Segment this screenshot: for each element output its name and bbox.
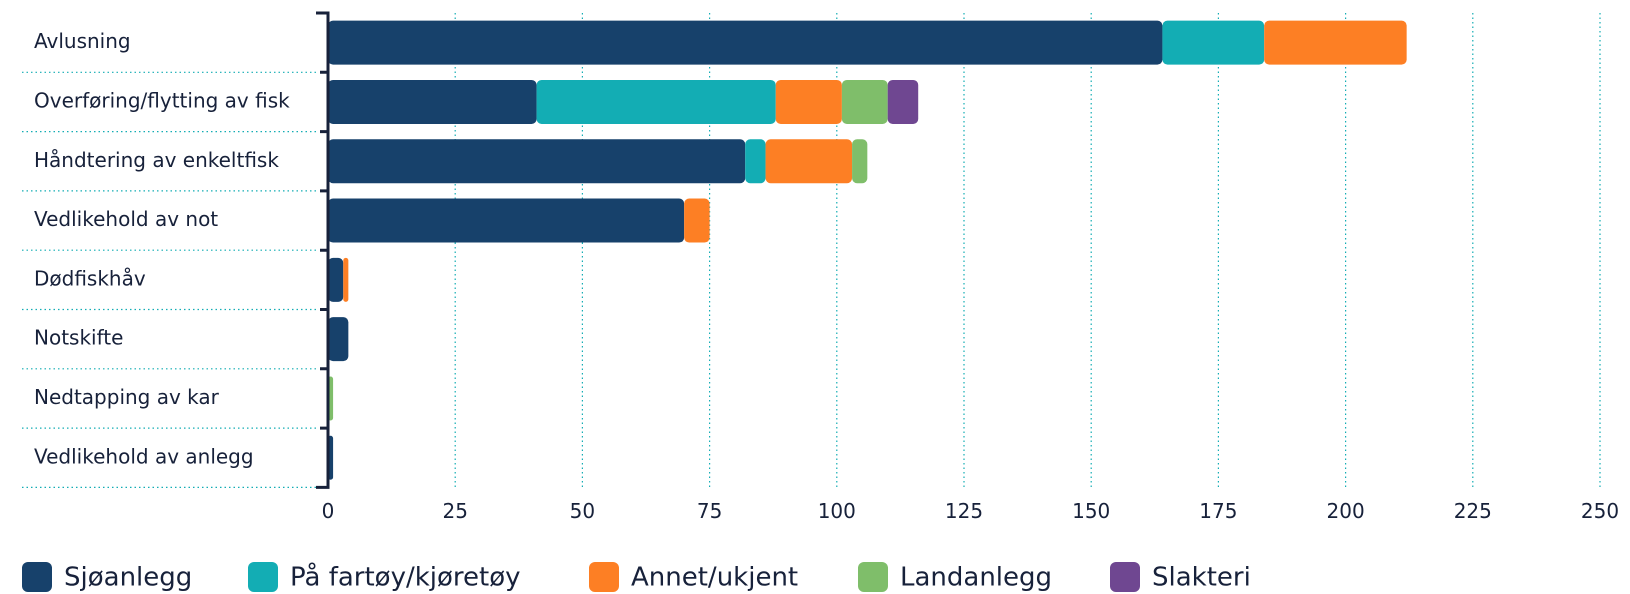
x-tick-label: 225 bbox=[1454, 499, 1492, 523]
y-axis bbox=[316, 11, 330, 489]
legend-swatch bbox=[858, 562, 888, 592]
x-tick-label: 25 bbox=[442, 499, 467, 523]
bar-segment bbox=[343, 257, 349, 302]
x-tick-label: 200 bbox=[1327, 499, 1365, 523]
y-tick-label: Vedlikehold av anlegg bbox=[34, 444, 254, 468]
y-tick-label: Vedlikehold av not bbox=[34, 207, 218, 231]
bar-segment bbox=[328, 20, 1163, 65]
x-tick-label: 250 bbox=[1581, 499, 1619, 523]
x-tick-label: 150 bbox=[1072, 499, 1110, 523]
bar-segment bbox=[328, 257, 344, 302]
x-tick-label: 100 bbox=[818, 499, 856, 523]
y-tick-label: Avlusning bbox=[34, 29, 131, 53]
bar-segment bbox=[328, 79, 537, 124]
bar-segment bbox=[328, 198, 685, 243]
bar-segment bbox=[745, 139, 766, 184]
y-tick-label: Nedtapping av kar bbox=[34, 385, 220, 409]
legend-label: Slakteri bbox=[1152, 563, 1251, 593]
bar-segment bbox=[887, 79, 919, 124]
legend-swatch bbox=[22, 562, 52, 592]
bar-segment bbox=[852, 139, 868, 184]
bar-segment bbox=[328, 139, 746, 184]
bar-segment bbox=[328, 317, 349, 362]
legend-label: Sjøanlegg bbox=[64, 563, 192, 593]
bar-segment bbox=[536, 79, 776, 124]
bar-segment bbox=[684, 198, 710, 243]
legend-label: På fartøy/kjøretøy bbox=[290, 562, 521, 593]
x-tick-label: 125 bbox=[945, 499, 983, 523]
y-tick-label: Overføring/flytting av fisk bbox=[34, 88, 290, 112]
legend-label: Annet/ukjent bbox=[631, 563, 798, 593]
bar-segment bbox=[1264, 20, 1407, 65]
bar-segment bbox=[841, 79, 888, 124]
legend-swatch bbox=[1110, 562, 1140, 592]
bar-segment bbox=[1162, 20, 1265, 65]
legend-swatch bbox=[248, 562, 278, 592]
legend-label: Landanlegg bbox=[900, 563, 1052, 593]
y-tick-label: Notskifte bbox=[34, 326, 123, 350]
y-tick-label: Håndtering av enkeltfisk bbox=[34, 148, 279, 172]
y-tick-label: Dødfiskhåv bbox=[34, 266, 146, 290]
legend-swatch bbox=[589, 562, 619, 592]
x-tick-label: 0 bbox=[322, 499, 335, 523]
bar-segment bbox=[765, 139, 853, 184]
x-tick-label: 75 bbox=[697, 499, 722, 523]
x-tick-label: 50 bbox=[570, 499, 595, 523]
x-tick-label: 175 bbox=[1199, 499, 1237, 523]
bar-segment bbox=[775, 79, 842, 124]
